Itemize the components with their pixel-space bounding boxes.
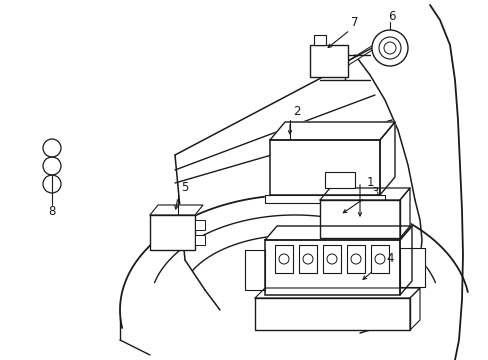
Text: 7: 7 [350, 17, 358, 30]
Bar [323, 245, 340, 273]
Text: 1: 1 [366, 176, 373, 189]
Polygon shape [319, 188, 409, 200]
Polygon shape [399, 226, 411, 295]
Bar [346, 245, 364, 273]
Polygon shape [399, 188, 409, 238]
Bar [264, 240, 399, 295]
Text: 6: 6 [387, 10, 395, 23]
Polygon shape [399, 248, 424, 287]
Bar [195, 220, 204, 230]
Bar [313, 35, 325, 45]
Polygon shape [264, 195, 384, 203]
Polygon shape [269, 122, 394, 140]
Text: 4: 4 [386, 252, 393, 265]
Polygon shape [379, 122, 394, 195]
Polygon shape [409, 288, 419, 330]
Text: 5: 5 [181, 181, 188, 194]
Polygon shape [254, 288, 419, 298]
Bar [325, 172, 354, 188]
Polygon shape [150, 205, 203, 215]
Bar [195, 235, 204, 245]
Bar [319, 200, 399, 238]
Bar [309, 45, 347, 77]
Text: 3: 3 [370, 186, 378, 199]
Bar [150, 215, 195, 250]
Circle shape [371, 30, 407, 66]
Bar [298, 245, 316, 273]
Circle shape [378, 37, 400, 59]
Bar [370, 245, 388, 273]
Bar [254, 298, 409, 330]
Text: 8: 8 [48, 206, 56, 219]
Bar [269, 140, 379, 195]
Polygon shape [264, 226, 411, 240]
Text: 2: 2 [293, 105, 300, 118]
Polygon shape [244, 250, 264, 290]
Bar [274, 245, 292, 273]
